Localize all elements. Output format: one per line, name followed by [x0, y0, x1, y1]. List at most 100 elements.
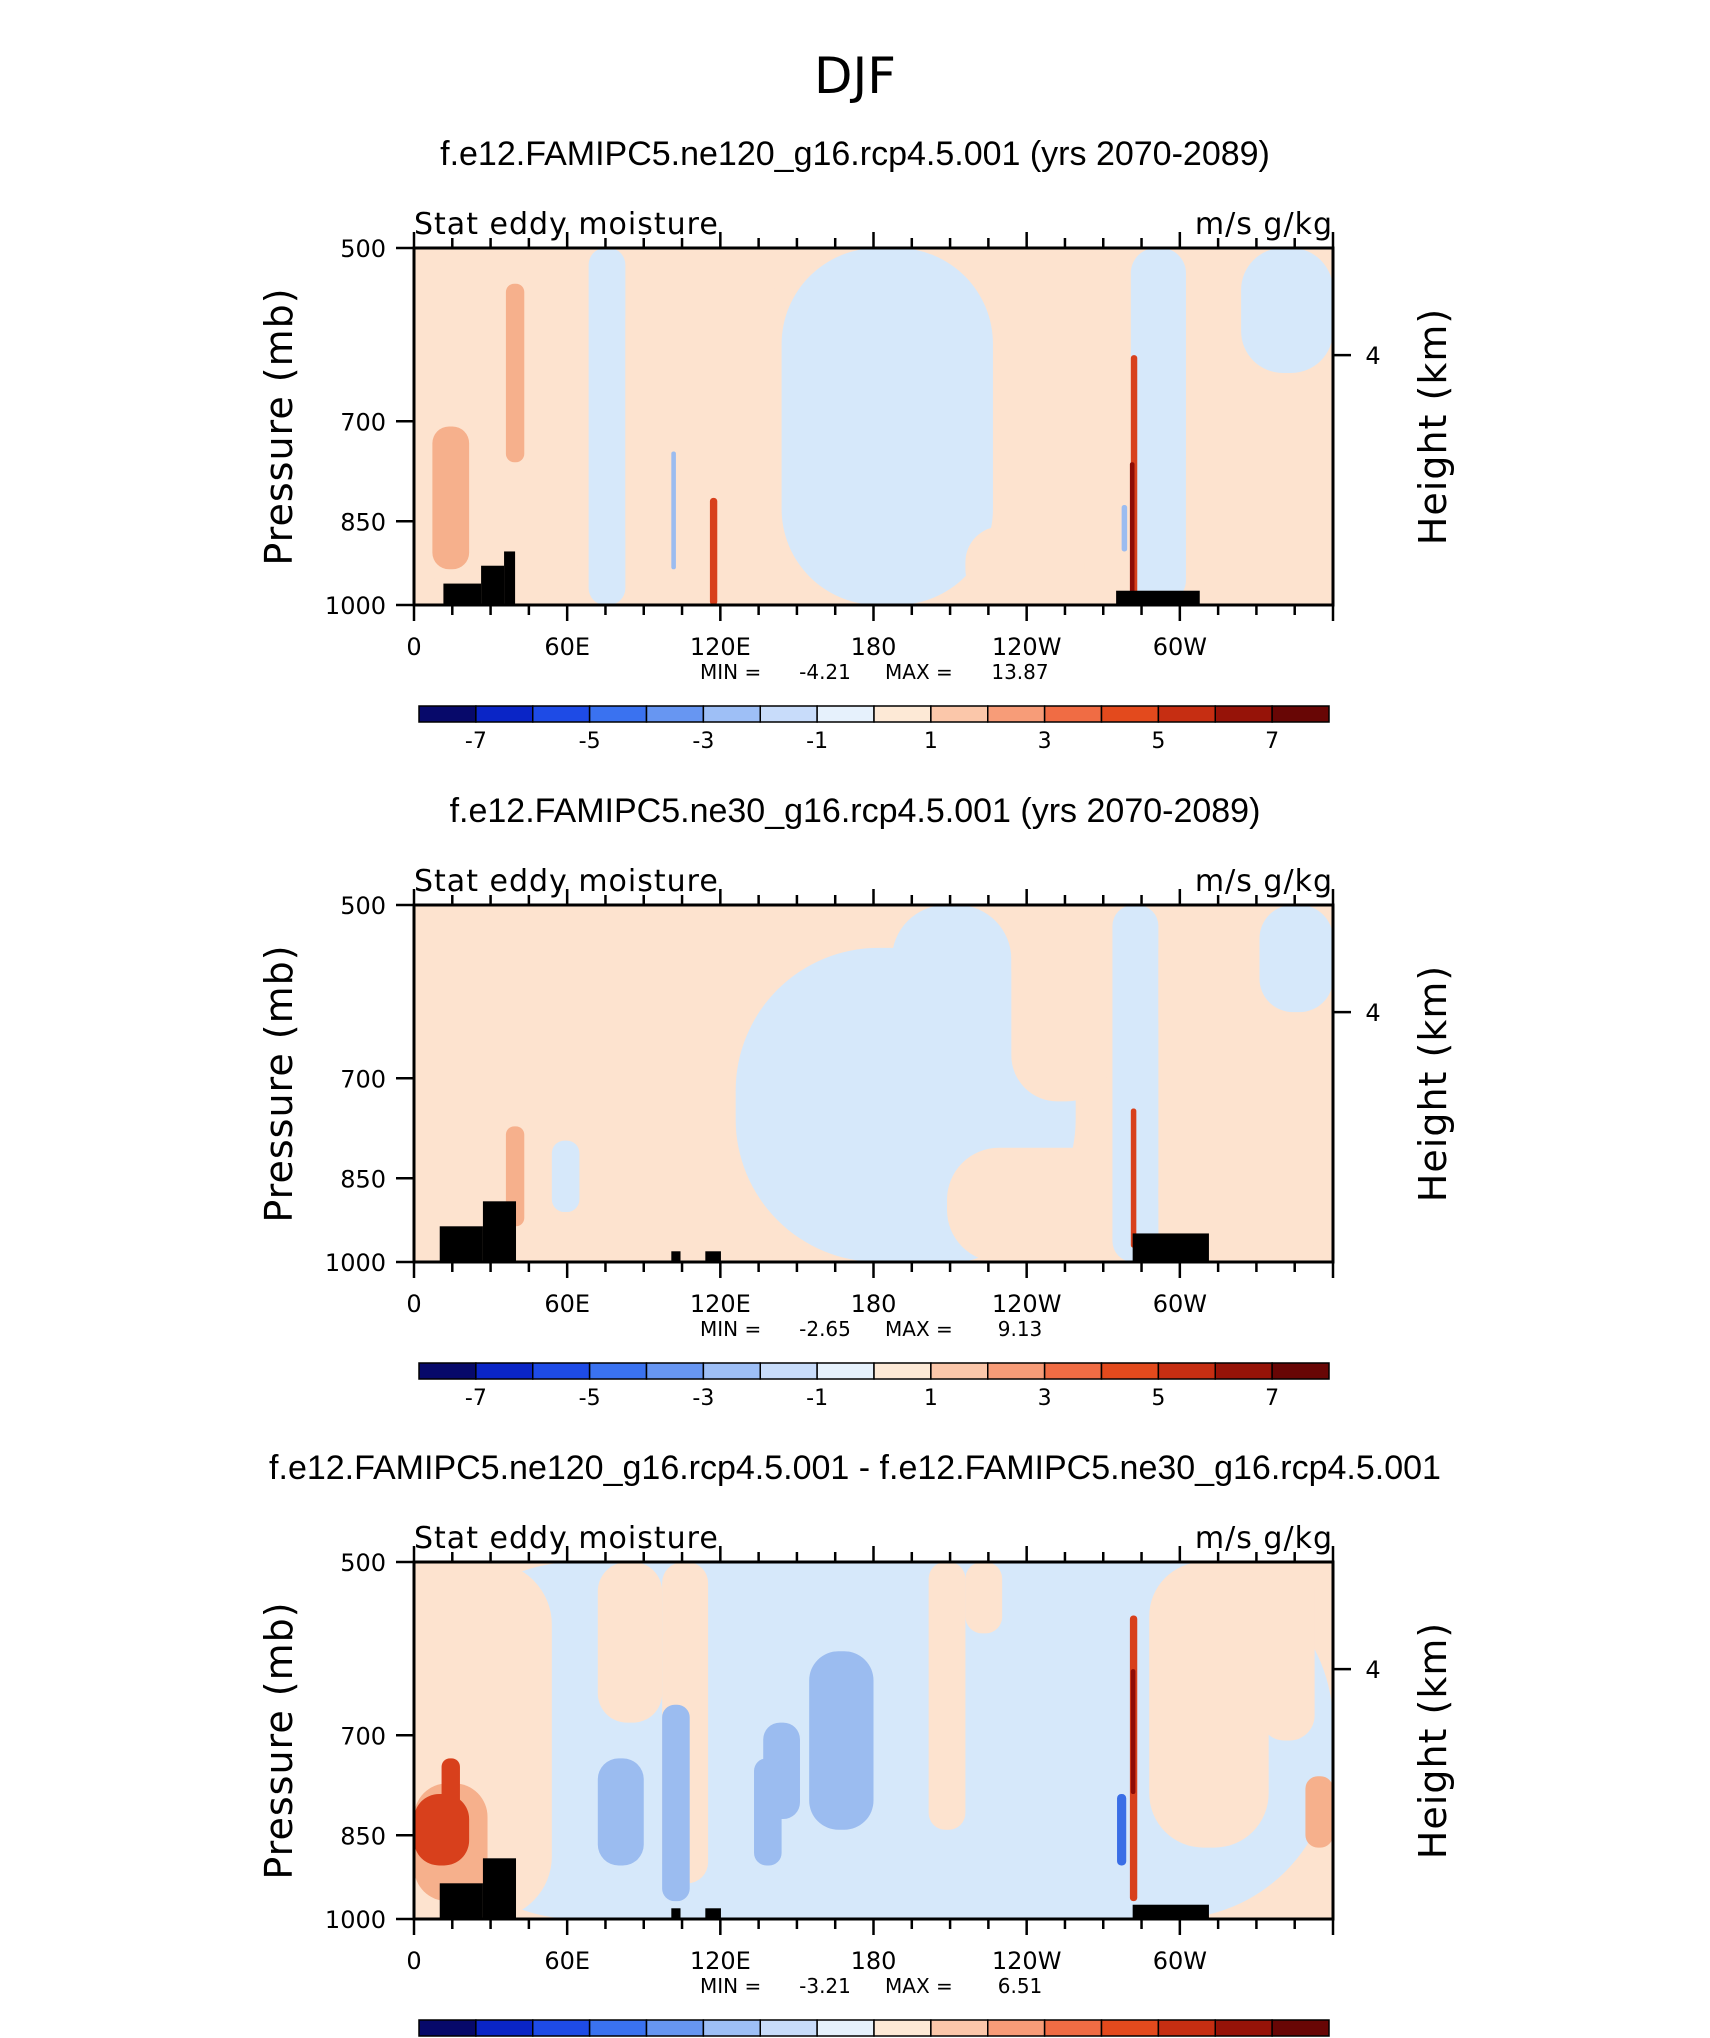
topography-block [705, 1251, 721, 1262]
contour-region [1149, 1562, 1269, 1848]
colorbar-label: 1 [924, 1386, 938, 1411]
panel-right-label: m/s g/kg [1195, 207, 1333, 242]
panel-left-label: Stat eddy moisture [414, 1521, 719, 1556]
colorbar-swatch [987, 2019, 1046, 2037]
max-value: 6.51 [998, 1974, 1043, 1998]
x-tick-label: 0 [406, 1947, 421, 1975]
colorbar-swatch [475, 705, 534, 723]
colorbar-swatch [930, 1362, 989, 1380]
panel-3: f.e12.FAMIPC5.ne120_g16.rcp4.5.001 - f.e… [257, 1449, 1455, 2037]
y-tick-label: 500 [340, 892, 386, 920]
panel-title: f.e12.FAMIPC5.ne30_g16.rcp4.5.001 (yrs 2… [450, 792, 1261, 830]
y-tick-label: 500 [340, 235, 386, 263]
x-tick-label: 120W [992, 633, 1062, 661]
colorbar-swatch [1043, 2019, 1103, 2037]
contour-region [505, 283, 525, 463]
min-label: MIN = [700, 1974, 761, 1998]
contour-region [754, 1758, 782, 1866]
colorbar-swatch [1214, 2019, 1273, 2037]
y-axis-label: Pressure (mb) [257, 287, 301, 565]
contour-region [625, 248, 782, 605]
topography-block [439, 1226, 483, 1262]
contour-region [947, 1147, 1131, 1262]
y-right-tick-label: 4 [1365, 1656, 1380, 1684]
topography-block [671, 1251, 681, 1262]
colorbar-swatch [532, 2019, 591, 2037]
contour-region [1130, 1108, 1137, 1248]
max-value: 9.13 [998, 1317, 1043, 1341]
contour-region [1259, 1562, 1315, 1741]
contour-region [1158, 1126, 1333, 1262]
contour-region [809, 1651, 874, 1830]
colorbar-swatch [645, 1362, 705, 1380]
colorbar-swatch [418, 1362, 477, 1380]
colorbar-swatch [1157, 2019, 1216, 2037]
colorbar-swatch [987, 1362, 1046, 1380]
colorbar-swatch [702, 2019, 761, 2037]
y-tick-label: 700 [340, 1722, 386, 1750]
colorbar-swatch [1100, 2019, 1160, 2037]
contour-region [662, 1704, 690, 1902]
y-right-tick-label: 4 [1365, 999, 1380, 1027]
contour-region [597, 1758, 644, 1866]
colorbar-swatch [1271, 705, 1330, 723]
min-label: MIN = [700, 1317, 761, 1341]
colorbar-swatch [475, 2019, 534, 2037]
colorbar-label: -1 [806, 1386, 828, 1411]
panel-title: f.e12.FAMIPC5.ne120_g16.rcp4.5.001 - f.e… [269, 1449, 1441, 1487]
colorbar-swatch [645, 2019, 705, 2037]
contour-region [414, 1794, 470, 1866]
max-label: MAX = [885, 1974, 953, 1998]
contour-region [1121, 505, 1128, 552]
x-tick-label: 120E [690, 1290, 751, 1318]
contour-region [781, 248, 993, 605]
colorbar-label: -3 [692, 1386, 714, 1411]
colorbar-label: 3 [1038, 729, 1052, 754]
colorbar-swatch [1271, 2019, 1330, 2037]
min-label: MIN = [700, 660, 761, 684]
colorbar-swatch [532, 1362, 591, 1380]
colorbar-swatch [759, 705, 818, 723]
contour-region [965, 1562, 1003, 1634]
colorbar-swatch [418, 705, 477, 723]
y-tick-label: 1000 [325, 1906, 386, 1934]
colorbar-label: 7 [1265, 729, 1279, 754]
colorbar-swatch [816, 1362, 875, 1380]
y-right-axis-label: Height (km) [1411, 1622, 1455, 1859]
contour-region [597, 1562, 663, 1723]
colorbar-label: -3 [692, 729, 714, 754]
y-axis-label: Pressure (mb) [257, 944, 301, 1222]
colorbar-label: 5 [1151, 729, 1165, 754]
x-tick-label: 180 [851, 1290, 897, 1318]
field [414, 905, 1333, 1262]
y-tick-label: 500 [340, 1549, 386, 1577]
contour-region [1305, 1776, 1333, 1848]
colorbar-swatch [1100, 705, 1160, 723]
panel-right-label: m/s g/kg [1195, 1521, 1333, 1556]
colorbar-label: 5 [1151, 1386, 1165, 1411]
colorbar-label: -5 [579, 729, 601, 754]
x-tick-label: 180 [851, 633, 897, 661]
colorbar-swatch [1043, 705, 1103, 723]
y-tick-label: 850 [340, 1165, 386, 1193]
max-label: MAX = [885, 1317, 953, 1341]
min-value: -4.21 [799, 660, 851, 684]
y-tick-label: 1000 [325, 1249, 386, 1277]
panel-left-label: Stat eddy moisture [414, 207, 719, 242]
x-tick-label: 120W [992, 1947, 1062, 1975]
x-tick-label: 60W [1153, 1947, 1207, 1975]
contour-region [928, 1562, 966, 1830]
colorbar-swatch [418, 2019, 477, 2037]
main-title: DJF [814, 47, 896, 105]
contour-region [1130, 1669, 1136, 1795]
contour-region [1185, 390, 1333, 605]
panel-left-label: Stat eddy moisture [414, 864, 719, 899]
colorbar-swatch [816, 2019, 875, 2037]
x-tick-label: 60E [544, 633, 590, 661]
colorbar-swatch [759, 2019, 818, 2037]
x-tick-label: 120W [992, 1290, 1062, 1318]
colorbar-swatch [873, 2019, 932, 2037]
contour-region [551, 1140, 580, 1213]
colorbar-label: -1 [806, 729, 828, 754]
